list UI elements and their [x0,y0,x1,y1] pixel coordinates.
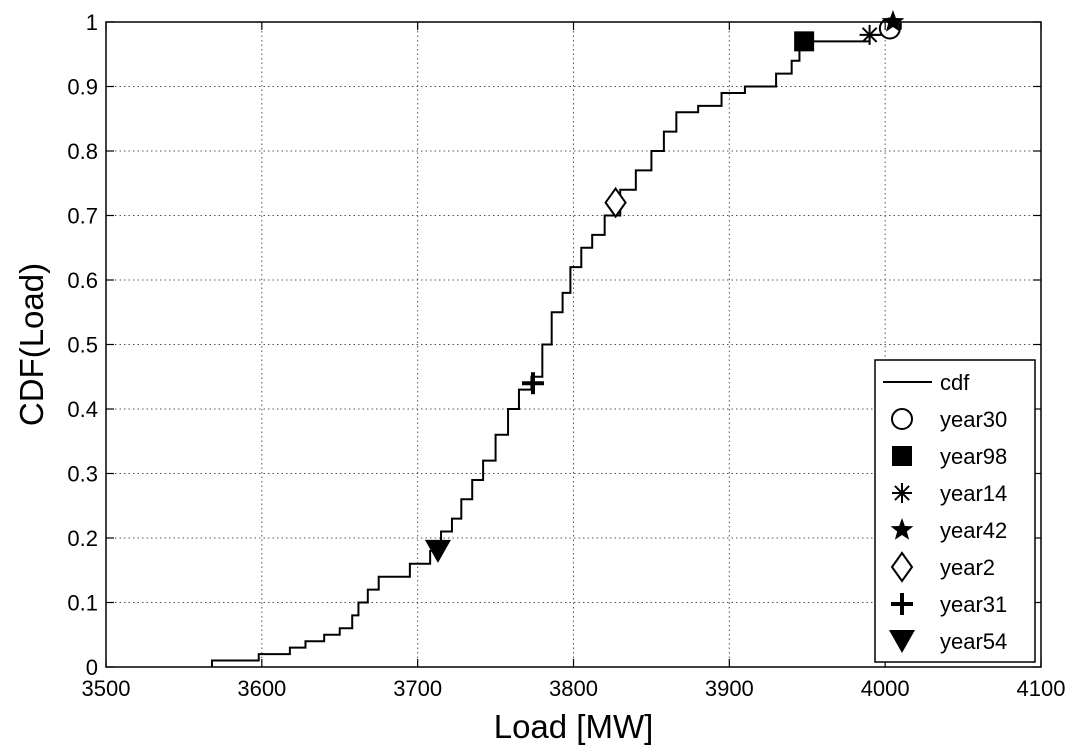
y-axis-title: CDF(Load) [13,263,50,426]
legend-symbol-year2 [890,551,914,583]
legend-symbol-year31 [891,593,913,615]
marker-year42 [881,10,905,32]
legend-label: cdf [940,370,970,395]
marker-year2 [604,186,627,219]
x-tick-label: 3700 [393,676,442,701]
series-cdf [210,22,902,667]
series-layer [210,22,902,667]
x-tick-label: 4100 [1017,676,1066,701]
y-tick-label: 0.3 [67,462,98,487]
y-tick-label: 0.5 [67,333,98,358]
x-tick-label: 3800 [549,676,598,701]
x-axis-title: Load [MW] [494,708,654,745]
legend-label: year54 [940,629,1007,654]
legend-label: year42 [940,518,1007,543]
legend-symbol-year14 [892,483,912,503]
y-tick-label: 0.6 [67,268,98,293]
y-tick-label: 0.4 [67,397,98,422]
marker-year54 [424,539,451,563]
y-tick-label: 0.2 [67,526,98,551]
marker-year14 [859,24,880,45]
legend-symbol-year42 [890,518,914,540]
legend-label: year30 [940,407,1007,432]
y-tick-label: 1 [86,10,98,35]
legend-label: year14 [940,481,1007,506]
legend-label: year2 [940,555,995,580]
y-tick-label: 0.8 [67,139,98,164]
marker-year31 [521,372,544,395]
legend-label: year31 [940,592,1007,617]
legend-label: year98 [940,444,1007,469]
ticks: 3500 3600 3700 3800 3900 4000 4100 0 0.1 0.2 0.3 0.… [67,10,1065,701]
x-tick-label: 3600 [237,676,286,701]
marker-layer [424,10,905,563]
y-tick-label: 0.7 [67,204,98,229]
legend-symbol-year30 [891,408,913,430]
legend: cdf year30 year98 year14 year42 year2 year31 ye… [874,359,1036,663]
y-tick-label: 0.9 [67,75,98,100]
y-tick-label: 0 [86,655,98,680]
x-tick-label: 3900 [705,676,754,701]
x-tick-label: 3500 [82,676,131,701]
x-tick-label: 4000 [861,676,910,701]
legend-symbol-year98 [892,446,912,466]
legend-symbol-year54 [889,630,915,653]
marker-year98 [794,31,815,52]
y-tick-label: 0.1 [67,591,98,616]
